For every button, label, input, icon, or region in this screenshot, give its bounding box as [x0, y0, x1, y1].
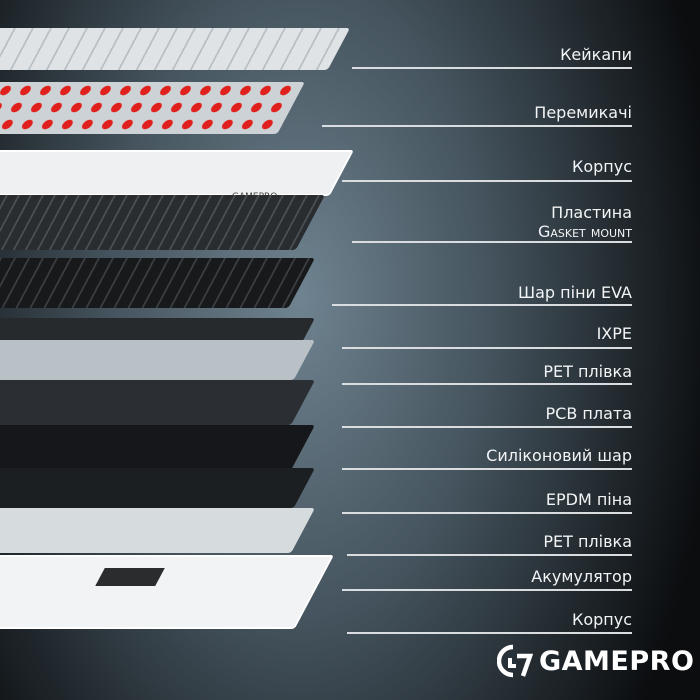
leader-line	[342, 589, 632, 591]
label-keycaps: Кейкапи	[560, 45, 632, 64]
bottom-case-layer	[0, 555, 334, 629]
label-plate-mount: Gasket mount	[537, 222, 632, 241]
label-battery: Акумулятор	[531, 567, 632, 586]
label-plate: Пластина	[551, 203, 632, 222]
leader-line	[347, 554, 632, 556]
leader-line	[342, 512, 632, 514]
leader-line	[342, 426, 632, 428]
leader-line	[322, 125, 632, 127]
epdm-layer	[0, 468, 315, 508]
label-switches: Перемикачі	[534, 103, 632, 122]
label-top-case: Корпус	[571, 157, 632, 176]
pet-film-bottom-layer	[0, 508, 316, 553]
leader-line	[342, 383, 632, 385]
label-pet-film-bottom: PET плівка	[543, 532, 632, 551]
brand-name: GAMEPRO	[539, 645, 695, 677]
keycaps-layer	[0, 28, 350, 70]
eva-foam-layer	[0, 258, 316, 308]
leader-line	[352, 241, 632, 243]
leader-line	[332, 304, 632, 306]
silicone-layer	[0, 425, 316, 470]
battery-top	[95, 568, 165, 586]
leader-line	[352, 67, 632, 69]
leader-line	[347, 632, 632, 634]
label-ixpe: IXPE	[596, 324, 632, 343]
label-epdm: EPDM піна	[545, 490, 632, 509]
pcb-layer	[0, 380, 316, 425]
leader-line	[342, 180, 632, 182]
switches-layer	[0, 82, 306, 134]
label-bottom-case: Корпус	[571, 610, 632, 629]
label-pet-film: PET плівка	[543, 362, 632, 381]
leader-line	[342, 468, 632, 470]
label-silicone: Силіконовий шар	[486, 446, 632, 465]
gamepro-logo: GAMEPRO	[497, 644, 694, 678]
leader-line	[342, 347, 632, 349]
gamepro-logo-icon	[497, 644, 533, 678]
top-case-layer: GAMEPRO	[0, 150, 354, 202]
pet-film-layer	[0, 340, 315, 380]
label-pcb: PCB плата	[545, 404, 633, 423]
label-eva-foam: Шар піни EVA	[518, 283, 632, 302]
plate-layer	[0, 195, 325, 250]
